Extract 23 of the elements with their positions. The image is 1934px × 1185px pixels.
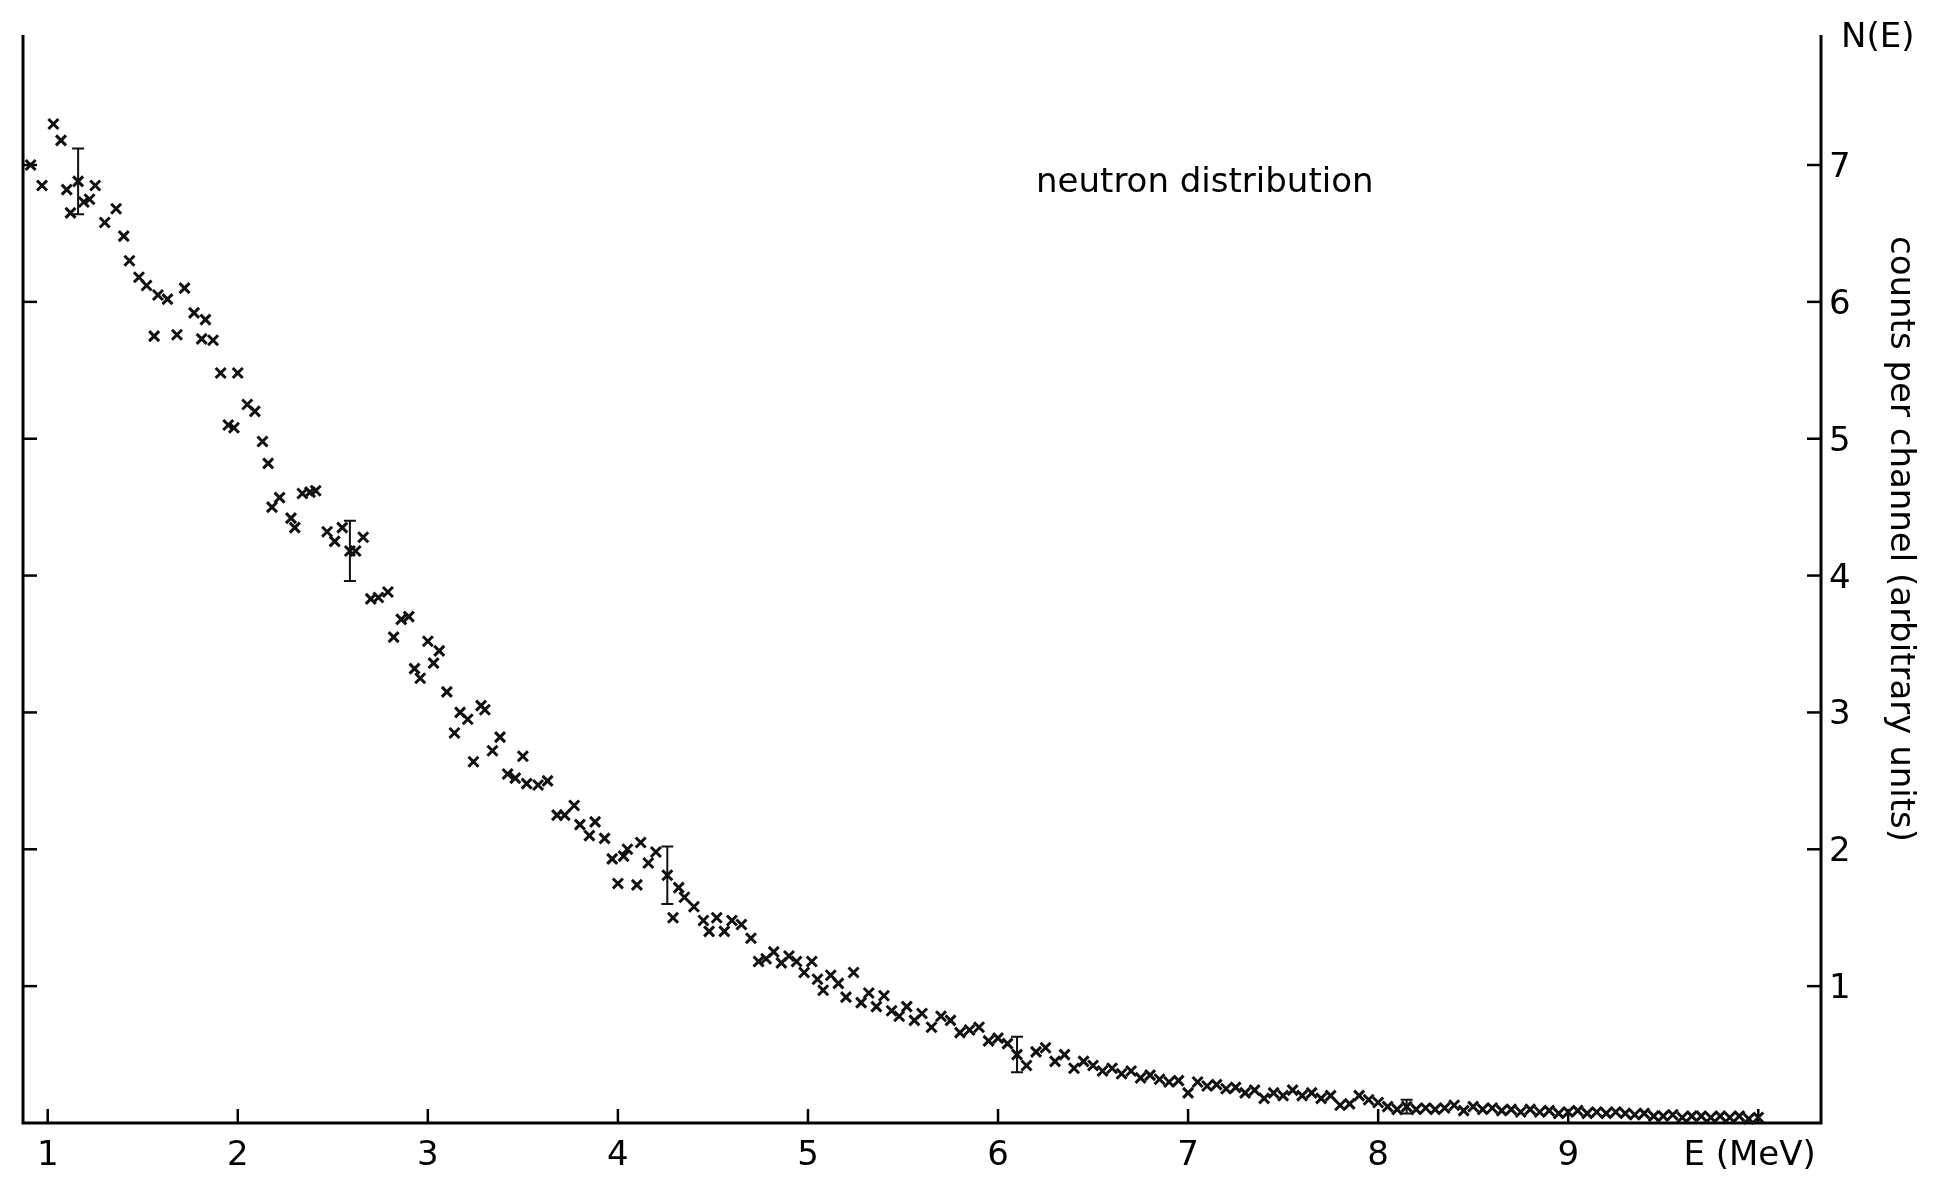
y-tick-label: 2 — [1829, 829, 1851, 870]
point — [71, 174, 85, 188]
x-tick-label: 4 — [607, 1133, 629, 1173]
y-axis-title: counts per channel (arbitrary units) — [1883, 235, 1923, 843]
x-tick-label: 5 — [797, 1133, 819, 1173]
y-tick-label: 6 — [1829, 281, 1851, 322]
y-tick-label: 4 — [1829, 555, 1851, 596]
x-tick-label: 8 — [1367, 1133, 1389, 1173]
annotation: neutron distribution — [1036, 160, 1374, 201]
y-tick-label: 1 — [1829, 966, 1851, 1007]
x-tick-label: 6 — [987, 1133, 1009, 1173]
point — [1010, 1048, 1024, 1062]
y-tick-label: 7 — [1829, 145, 1851, 186]
x-tick-label: 1 — [36, 1133, 59, 1173]
x-tick-label: 9 — [1557, 1133, 1580, 1173]
x-tick-label: 3 — [417, 1133, 439, 1173]
y-tick-label: 3 — [1829, 692, 1851, 733]
point — [660, 868, 674, 882]
text: N(E) — [1841, 15, 1915, 55]
x-tick-label: 2 — [226, 1133, 249, 1173]
x-axis-title: E (MeV) — [1683, 1133, 1816, 1173]
x-tick-label: 7 — [1177, 1133, 1199, 1173]
y-tick-label: 5 — [1829, 418, 1851, 459]
